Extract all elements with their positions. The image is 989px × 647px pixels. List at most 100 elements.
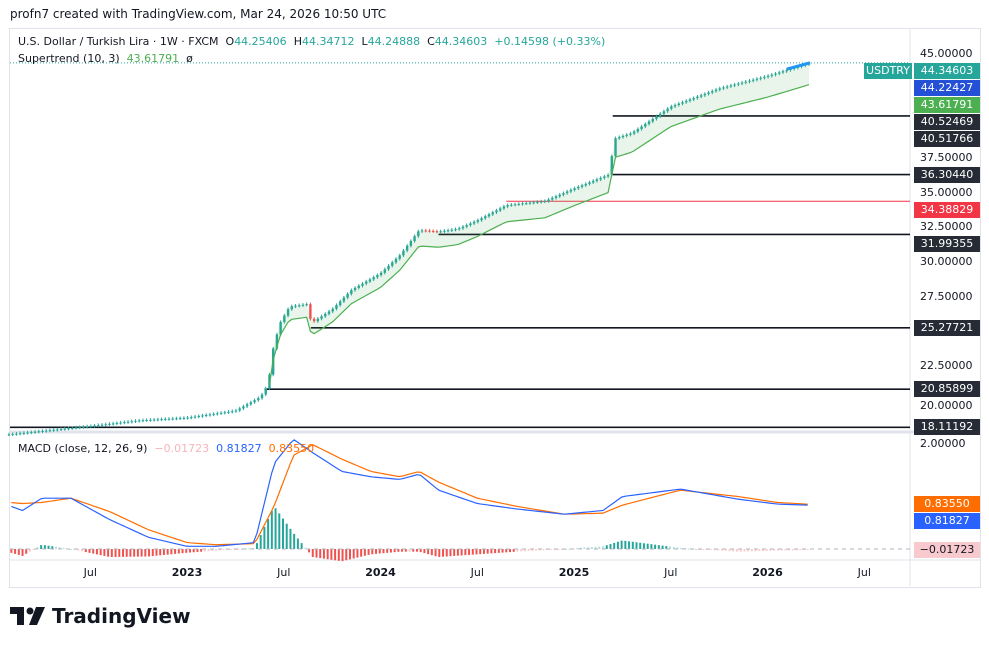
price-tag: 43.61791 xyxy=(914,96,980,113)
symbol-name[interactable]: U.S. Dollar / Turkish Lira · 1W · FXCM xyxy=(18,35,219,48)
macd-histogram-bar xyxy=(17,549,20,555)
macd-histogram-bar xyxy=(334,549,337,561)
candle xyxy=(629,133,632,135)
macd-histogram-bar xyxy=(680,547,683,549)
time-tick: 2026 xyxy=(752,566,783,579)
macd-line xyxy=(11,439,808,547)
macd-histogram-bar xyxy=(795,549,798,551)
candle xyxy=(353,287,357,291)
macd-histogram-bar xyxy=(520,549,523,552)
candle xyxy=(249,402,253,405)
macd-histogram-bar xyxy=(356,549,359,558)
macd-histogram-bar xyxy=(285,523,288,549)
candle xyxy=(111,423,115,425)
macd-histogram-bar xyxy=(650,544,653,549)
candle xyxy=(26,432,29,434)
candle xyxy=(737,83,740,85)
macd-histogram-bar xyxy=(494,549,497,554)
price-tag: 44.22427 xyxy=(914,79,980,96)
candle xyxy=(476,220,480,222)
macd-histogram-bar xyxy=(754,549,757,552)
candle xyxy=(588,182,591,184)
tradingview-logo[interactable]: TradingView xyxy=(10,604,191,628)
candle xyxy=(283,315,286,323)
candle xyxy=(342,297,346,302)
candle xyxy=(37,431,40,433)
macd-histogram-bar xyxy=(36,547,39,549)
macd-histogram-bar xyxy=(162,549,165,555)
candle xyxy=(644,123,647,127)
macd-histogram-bar xyxy=(721,549,724,551)
macd-histogram-bar xyxy=(508,549,511,553)
macd-histogram-bar xyxy=(806,549,809,550)
macd-histogram-bar xyxy=(579,547,582,549)
macd-histogram-bar xyxy=(620,540,623,549)
candle xyxy=(428,230,431,232)
candle xyxy=(420,230,424,232)
candle xyxy=(722,87,725,89)
macd-histogram-bar xyxy=(282,518,285,549)
candle xyxy=(778,72,781,74)
candle xyxy=(138,420,141,422)
candle xyxy=(443,230,446,232)
supertrend-legend[interactable]: Supertrend (10, 3) 43.61791 ø xyxy=(18,52,193,65)
macd-histogram-bar xyxy=(121,549,124,557)
macd-histogram-bar xyxy=(92,549,95,554)
time-tick: Jul xyxy=(83,566,97,579)
macd-histogram-bar xyxy=(676,547,679,549)
macd-histogram-bar xyxy=(311,549,314,558)
candle xyxy=(744,81,747,83)
candle xyxy=(487,214,491,217)
candle xyxy=(245,404,249,407)
macd-histogram-bar xyxy=(84,549,87,553)
macd-tag: 0.83550 xyxy=(914,496,980,513)
macd-histogram-bar xyxy=(669,546,672,549)
macd-histogram-bar xyxy=(587,547,590,549)
macd-histogram-bar xyxy=(304,547,307,549)
price-tag: 25.27721 xyxy=(914,319,980,336)
candle xyxy=(346,293,349,298)
macd-histogram-bar xyxy=(345,549,348,561)
macd-histogram-bar xyxy=(315,549,318,558)
macd-histogram-bar xyxy=(203,549,206,552)
macd-histogram-bar xyxy=(188,549,191,553)
macd-histogram-bar xyxy=(799,549,802,551)
macd-histogram-bar xyxy=(628,541,631,549)
macd-histogram-bar xyxy=(55,546,58,549)
price-tick: 35.00000 xyxy=(920,185,973,199)
candle xyxy=(368,279,372,282)
macd-histogram-bar xyxy=(438,549,441,557)
candle xyxy=(286,309,290,316)
macd-histogram-bar xyxy=(107,549,110,557)
price-tick: 37.50000 xyxy=(920,151,973,164)
candle xyxy=(610,156,614,175)
candle xyxy=(260,394,264,399)
candle xyxy=(424,230,427,232)
candle xyxy=(223,412,227,414)
macd-histogram-bar xyxy=(717,549,720,551)
macd-histogram-bar xyxy=(367,549,370,555)
candle xyxy=(205,414,208,416)
macd-histogram-bar xyxy=(791,549,794,551)
macd-histogram-bar xyxy=(293,533,296,549)
candle xyxy=(301,304,305,306)
candle xyxy=(402,250,405,256)
macd-histogram-bar xyxy=(739,549,742,552)
symbol-tag: USDTRY xyxy=(864,62,912,79)
macd-histogram-bar xyxy=(133,549,136,557)
candle xyxy=(469,223,472,226)
macd-histogram-bar xyxy=(330,549,333,560)
macd-histogram-bar xyxy=(728,549,731,552)
macd-histogram-bar xyxy=(750,549,753,552)
candle xyxy=(528,202,532,204)
candle xyxy=(7,434,11,436)
candle xyxy=(748,80,751,82)
candle xyxy=(618,137,621,139)
macd-value: 0.81827 xyxy=(216,442,262,455)
macd-legend[interactable]: MACD (close, 12, 26, 9) −0.01723 0.81827… xyxy=(18,442,314,455)
macd-histogram-bar xyxy=(460,549,463,556)
macd-histogram-bar xyxy=(456,549,459,556)
macd-histogram-bar xyxy=(215,549,218,551)
candle xyxy=(115,423,119,425)
